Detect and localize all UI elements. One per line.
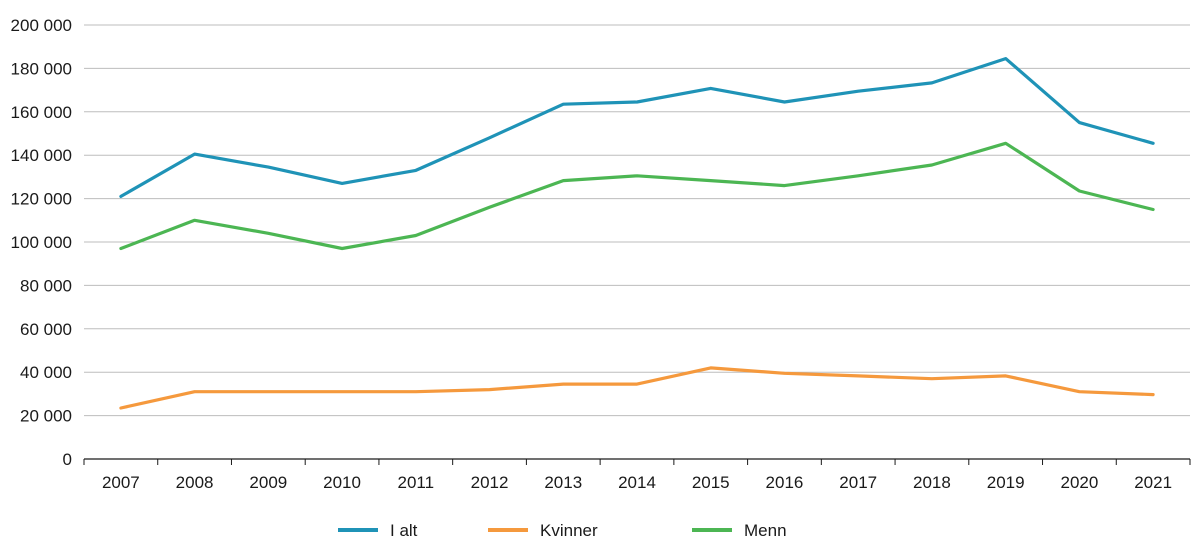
series-line-i-alt	[119, 56, 1155, 198]
series-line-kvinner	[119, 366, 1155, 410]
y-tick-label: 200 000	[11, 16, 72, 35]
y-tick-label: 20 000	[20, 407, 72, 426]
series-lines	[119, 56, 1155, 410]
x-tick-label: 2011	[398, 473, 435, 492]
x-tick-label: 2013	[544, 473, 582, 492]
legend-label: I alt	[390, 521, 418, 540]
x-tick-label: 2015	[692, 473, 730, 492]
y-tick-label: 80 000	[20, 276, 72, 295]
series-line-menn	[119, 141, 1155, 251]
gridlines	[84, 24, 1190, 417]
x-tick-label: 2012	[471, 473, 509, 492]
legend: I alt Kvinner Menn	[338, 521, 787, 540]
y-tick-label: 120 000	[11, 190, 72, 209]
y-axis-ticks: 0 20 000 40 000 60 000 80 000 100 000 120 000 1…	[11, 16, 72, 469]
x-tick-label: 2020	[1060, 473, 1098, 492]
x-tick-label: 2010	[323, 473, 361, 492]
y-tick-label: 100 000	[11, 233, 72, 252]
x-tick-label: 2014	[618, 473, 656, 492]
legend-label: Kvinner	[540, 521, 598, 540]
y-tick-label: 140 000	[11, 146, 72, 165]
x-axis: 2007 2008 2009 2010 2011 2012 2013 2014 2015 2016…	[83, 458, 1191, 492]
x-tick-label: 2016	[766, 473, 804, 492]
y-tick-label: 160 000	[11, 103, 72, 122]
y-tick-label: 180 000	[11, 59, 72, 78]
x-tick-label: 2009	[249, 473, 287, 492]
y-tick-label: 60 000	[20, 320, 72, 339]
y-tick-label: 40 000	[20, 363, 72, 382]
x-tick-label: 2007	[102, 473, 140, 492]
legend-label: Menn	[744, 521, 787, 540]
x-tick-label: 2017	[839, 473, 877, 492]
x-tick-label: 2008	[176, 473, 214, 492]
x-tick-label: 2019	[987, 473, 1025, 492]
x-tick-label: 2021	[1134, 473, 1172, 492]
x-tick-label: 2018	[913, 473, 951, 492]
y-tick-label: 0	[63, 450, 72, 469]
